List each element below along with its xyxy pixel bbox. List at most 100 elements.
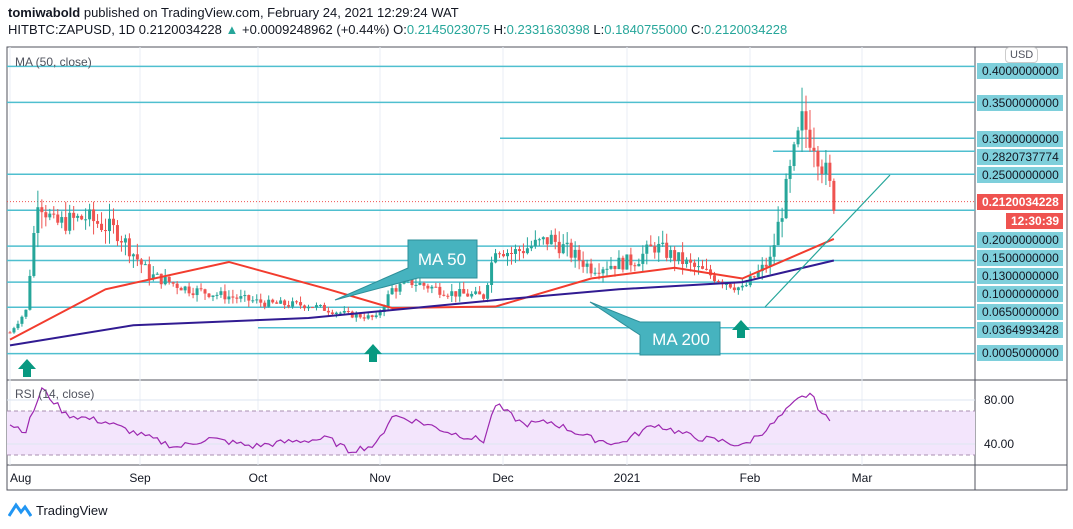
price-level-label: 0.2500000000 xyxy=(977,167,1063,183)
candle-body xyxy=(462,289,466,294)
candle-body xyxy=(163,276,167,285)
candle-body xyxy=(119,241,123,243)
up-arrow-icon: ▲ xyxy=(225,22,239,37)
candle-body xyxy=(569,242,573,258)
candle-body xyxy=(589,263,593,274)
up-arrow-icon xyxy=(364,344,382,362)
candle-body xyxy=(8,332,12,334)
publisher[interactable]: tomiwabold xyxy=(8,5,81,20)
candle-body xyxy=(430,286,434,289)
open: 0.2145023075 xyxy=(406,22,491,37)
candle-body xyxy=(768,256,772,267)
candle-body xyxy=(247,295,251,301)
candle-body xyxy=(362,317,366,319)
candle-body xyxy=(442,294,446,296)
candle-body xyxy=(223,291,227,300)
candle-body xyxy=(601,269,605,274)
candle-body xyxy=(796,130,800,145)
ma50-callout-label: MA 50 xyxy=(418,250,466,269)
candle-body xyxy=(96,221,100,224)
candle-body xyxy=(108,218,111,232)
candle-body xyxy=(653,246,657,253)
candle-body xyxy=(736,287,740,291)
candle-body xyxy=(374,315,378,318)
candle-body xyxy=(346,311,350,313)
candle-body xyxy=(657,243,661,253)
candle-body xyxy=(215,294,219,296)
candle-body xyxy=(72,212,76,218)
candle-body xyxy=(235,297,239,299)
x-tick-label: Aug xyxy=(10,471,31,485)
candle-body xyxy=(772,245,776,257)
candle-body xyxy=(155,273,159,275)
candle-body xyxy=(641,253,645,264)
candle-body xyxy=(123,238,127,243)
candle-body xyxy=(665,242,669,258)
candle-body xyxy=(279,300,283,304)
candle-body xyxy=(812,147,816,151)
candle-body xyxy=(577,249,581,261)
candle-body xyxy=(573,249,577,258)
candle-body xyxy=(705,268,708,270)
high: 0.2331630398 xyxy=(506,22,590,37)
candle-body xyxy=(645,244,649,254)
candle-body xyxy=(593,272,597,274)
candle-body xyxy=(414,284,418,286)
x-tick-label: Dec xyxy=(492,471,513,485)
candle-body xyxy=(84,219,88,221)
candle-body xyxy=(605,268,609,270)
candle-body xyxy=(685,259,689,264)
x-tick-label: Mar xyxy=(852,471,873,485)
change: +0.0009248962 (+0.44%) xyxy=(242,22,390,37)
price-level-label: 0.1000000000 xyxy=(977,286,1063,302)
candle-body xyxy=(458,289,462,297)
candle-body xyxy=(104,230,108,232)
candle-body xyxy=(418,282,422,285)
candle-body xyxy=(291,301,295,307)
candle-body xyxy=(764,264,768,267)
candle-body xyxy=(565,242,569,245)
symbol: HITBTC:ZAPUSD, 1D xyxy=(8,22,136,37)
candle-body xyxy=(314,305,318,308)
candle-body xyxy=(486,284,490,299)
candle-body xyxy=(509,252,513,254)
candle-body xyxy=(422,282,426,286)
x-tick-label: 2021 xyxy=(614,471,641,485)
candle-body xyxy=(832,180,836,211)
candle-body xyxy=(322,304,326,311)
symbol-info: HITBTC:ZAPUSD, 1D 0.2120034228 ▲ +0.0009… xyxy=(8,22,787,37)
candle-body xyxy=(756,271,760,278)
last-price-label: 0.2120034228 xyxy=(977,194,1063,210)
candle-body xyxy=(378,311,382,316)
rsi-line xyxy=(9,387,831,454)
candle-body xyxy=(100,223,104,231)
candle-body xyxy=(283,300,287,306)
candle-body xyxy=(307,307,310,309)
candle-body xyxy=(227,296,231,300)
candle-body xyxy=(299,302,303,306)
candle-body xyxy=(56,214,60,223)
candle-body xyxy=(76,215,80,218)
candle-body xyxy=(708,269,712,276)
candle-body xyxy=(92,209,96,222)
candle-body xyxy=(446,295,450,297)
candle-body xyxy=(40,207,44,213)
h-label: H: xyxy=(493,22,507,37)
candle-body xyxy=(561,244,565,254)
candle-body xyxy=(728,283,732,288)
candle-body xyxy=(470,293,474,297)
candle-body xyxy=(187,286,191,294)
candle-body xyxy=(203,289,207,294)
ma-legend: MA (50, close) xyxy=(15,55,92,69)
price-level-label: 0.2000000000 xyxy=(977,232,1063,248)
candle-body xyxy=(80,215,84,220)
candle-body xyxy=(525,248,529,254)
candle-body xyxy=(474,291,478,294)
candle-body xyxy=(171,282,175,284)
currency-button[interactable]: USD xyxy=(1005,47,1039,63)
tradingview-logo[interactable]: TradingView xyxy=(8,502,108,518)
candle-body xyxy=(701,266,705,269)
candle-body xyxy=(450,291,454,296)
c-label: C: xyxy=(691,22,705,37)
